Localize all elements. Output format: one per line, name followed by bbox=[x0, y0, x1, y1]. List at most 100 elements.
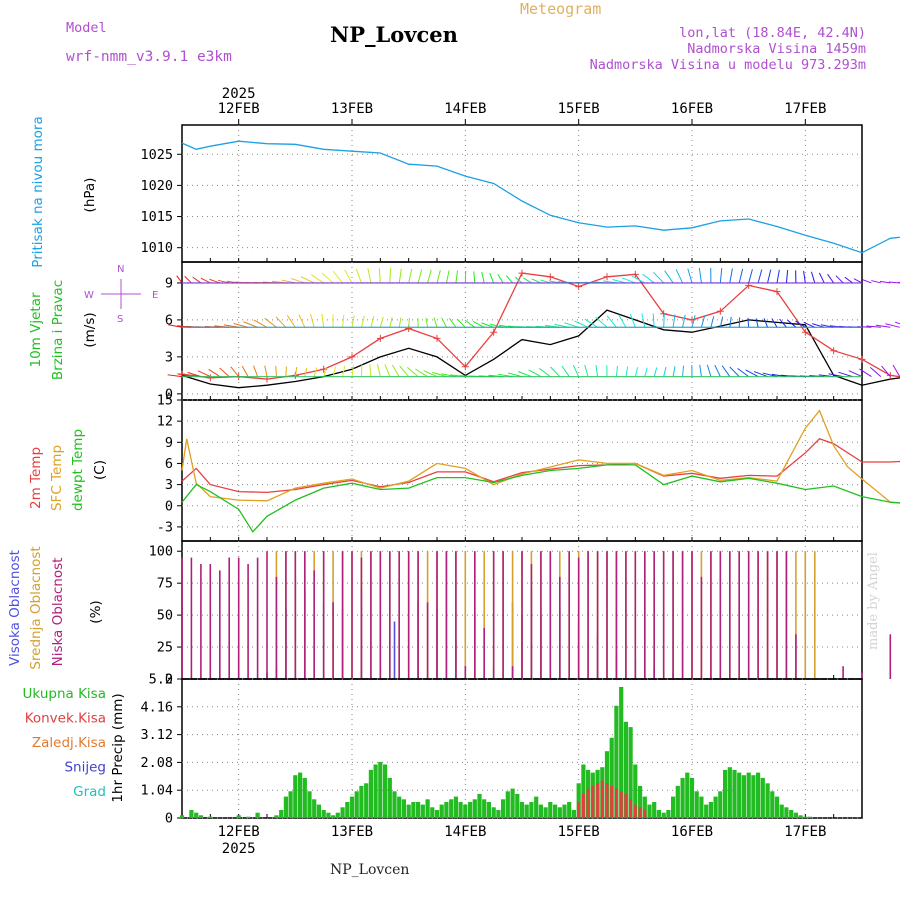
bar-precipitation-0-6 bbox=[246, 816, 251, 818]
wind-barb-2-84 bbox=[572, 365, 580, 377]
wind-barb-1-60 bbox=[456, 318, 466, 328]
bar-precipitation-0-83 bbox=[628, 727, 633, 818]
bar-precipitation-0-107 bbox=[741, 775, 746, 818]
bar-clouds-2-61 bbox=[757, 551, 759, 679]
bar-clouds-2-34 bbox=[502, 551, 504, 679]
bar-precipitation-0-88 bbox=[652, 802, 657, 818]
wind-barb-2-20 bbox=[275, 365, 277, 377]
bar-clouds-2-21 bbox=[379, 551, 382, 679]
wind-barb-0-136 bbox=[818, 272, 825, 284]
wind-barb-2-10 bbox=[219, 367, 230, 377]
bar-precipitation-0-33 bbox=[392, 791, 397, 818]
wind-barb-0-134 bbox=[810, 271, 816, 284]
bar-precipitation-0-44 bbox=[444, 802, 449, 818]
wind-barb-2-94 bbox=[625, 366, 629, 377]
bar-precipitation-0-2 bbox=[194, 812, 199, 818]
bar-clouds-2-36 bbox=[521, 551, 523, 679]
wind-barb-2-142 bbox=[838, 371, 853, 378]
bar-clouds-1-26 bbox=[511, 551, 514, 679]
bar-precipitation-0-115 bbox=[779, 804, 784, 818]
bar-precipitation-0-26 bbox=[359, 785, 364, 818]
bar-clouds-0-9 bbox=[393, 621, 396, 679]
ylabel-cloud-unit: (%) bbox=[88, 600, 104, 623]
bar-precipitation-0-110 bbox=[756, 772, 761, 818]
bar-clouds-2-58 bbox=[729, 551, 731, 679]
bar-precipitation-1-8 bbox=[614, 788, 618, 818]
wind-barb-2-0 bbox=[167, 374, 183, 378]
bar-clouds-2-5 bbox=[228, 557, 230, 679]
bar-precipitation-0-72 bbox=[576, 783, 581, 819]
wind-barb-0-2 bbox=[184, 275, 192, 284]
wind-barb-2-80 bbox=[550, 366, 561, 377]
wind-barb-2-106 bbox=[682, 365, 685, 377]
bar-clouds-2-6 bbox=[237, 557, 240, 679]
compass-cross bbox=[101, 279, 141, 309]
ylabel-temp-2m: 2m Temp bbox=[28, 447, 44, 509]
bar-precipitation-0-112 bbox=[765, 783, 770, 819]
bar-precipitation-0-8 bbox=[274, 815, 279, 818]
wind-barb-2-96 bbox=[634, 367, 639, 377]
wind-barb-2-122 bbox=[745, 369, 759, 378]
bar-precipitation-0-4 bbox=[208, 816, 213, 818]
wind-barb-1-22 bbox=[275, 316, 287, 328]
bar-precipitation-0-68 bbox=[557, 807, 562, 818]
bar-clouds-2-32 bbox=[483, 627, 485, 679]
wind-barb-1-64 bbox=[472, 321, 485, 328]
bar-clouds-2-40 bbox=[559, 576, 561, 679]
wind-barb-2-144 bbox=[848, 370, 863, 378]
bar-precipitation-0-121 bbox=[808, 816, 813, 818]
bar-precipitation-0-117 bbox=[789, 810, 794, 818]
wind-barb-1-52 bbox=[425, 317, 429, 328]
series-line-wind-0 bbox=[181, 309, 900, 389]
wind-barb-2-42 bbox=[376, 364, 381, 377]
bar-precipitation-0-11 bbox=[288, 791, 293, 818]
wind-barb-0-50 bbox=[417, 269, 423, 284]
ylabel-wind-2: Brzina i Pravac bbox=[50, 280, 66, 380]
bar-clouds-2-43 bbox=[587, 551, 589, 679]
wind-barb-2-86 bbox=[584, 364, 589, 377]
ylabel-pressure-unit: (hPa) bbox=[82, 178, 98, 213]
bar-precipitation-0-65 bbox=[543, 807, 548, 818]
wind-barb-0-110 bbox=[698, 268, 702, 284]
wind-barb-0-46 bbox=[398, 268, 402, 284]
wind-barb-1-100 bbox=[652, 313, 655, 328]
gust-point-19 bbox=[716, 307, 724, 315]
x-top-label-4: 16FEB bbox=[671, 101, 713, 117]
wind-barb-2-28 bbox=[313, 367, 318, 377]
ytick-label-temperature-12: 12 bbox=[157, 414, 173, 430]
ytick-label-precipitation-5.2: 5.2 bbox=[149, 672, 173, 688]
wind-barb-0-30 bbox=[311, 274, 324, 284]
wind-barb-2-118 bbox=[729, 366, 740, 377]
bar-precipitation-0-45 bbox=[449, 799, 454, 818]
gust-point-25 bbox=[886, 371, 894, 379]
bar-precipitation-1-2 bbox=[586, 788, 590, 818]
bar-precipitation-0-35 bbox=[401, 799, 406, 818]
wind-barb-0-124 bbox=[767, 269, 772, 284]
series-line-temperature-1 bbox=[181, 409, 900, 504]
bar-clouds-2-28 bbox=[445, 551, 448, 679]
wind-barb-2-110 bbox=[699, 364, 702, 377]
wind-barb-0-116 bbox=[729, 268, 733, 284]
bar-precipitation-0-119 bbox=[798, 815, 803, 818]
wind-barb-1-110 bbox=[700, 315, 706, 328]
wind-barb-2-6 bbox=[197, 370, 211, 378]
wind-barb-0-34 bbox=[332, 270, 343, 284]
wind-barb-0-28 bbox=[300, 276, 315, 284]
x-top-label-5: 17FEB bbox=[784, 101, 826, 117]
bar-clouds-2-39 bbox=[549, 551, 552, 679]
wind-barb-0-64 bbox=[481, 272, 485, 284]
wind-barb-1-128 bbox=[779, 318, 787, 328]
bar-precipitation-0-42 bbox=[434, 810, 440, 818]
wind-barb-1-16 bbox=[243, 321, 258, 328]
bar-precipitation-0-29 bbox=[373, 764, 378, 818]
bar-precipitation-0-101 bbox=[713, 796, 718, 818]
bar-clouds-2-22 bbox=[389, 551, 391, 679]
bar-precipitation-0-86 bbox=[642, 796, 647, 818]
wind-barb-0-56 bbox=[445, 270, 450, 284]
bar-clouds-2-23 bbox=[398, 551, 400, 679]
bar-clouds-2-0 bbox=[181, 557, 183, 679]
precip-legend-3: Snijeg bbox=[64, 760, 106, 776]
bar-precipitation-0-24 bbox=[349, 796, 355, 818]
bar-clouds-2-45 bbox=[606, 551, 608, 679]
wind-barb-1-18 bbox=[253, 319, 268, 328]
